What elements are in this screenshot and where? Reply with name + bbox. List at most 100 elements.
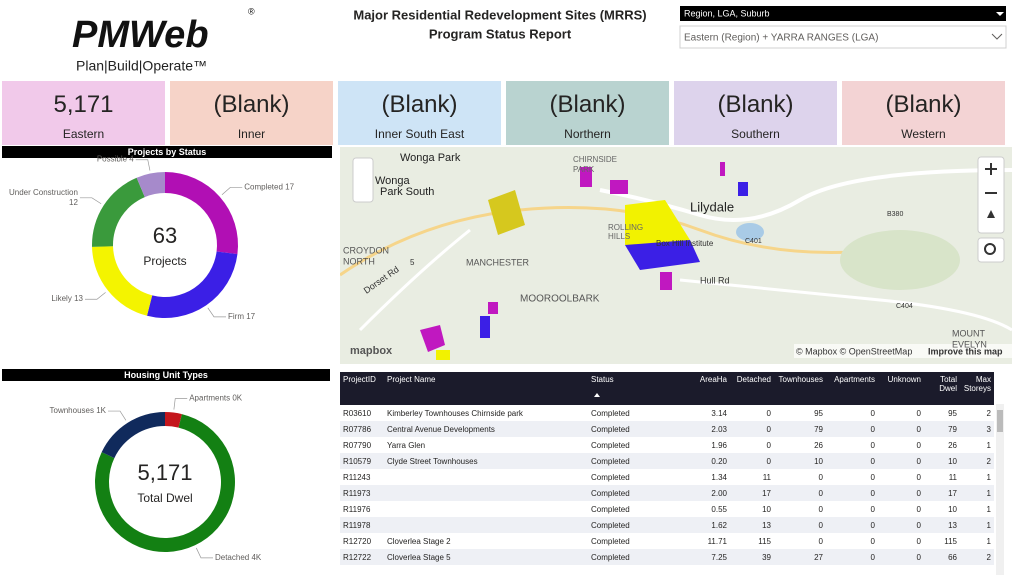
column-header-text: Apartments (834, 375, 875, 384)
table-cell: 17 (730, 485, 774, 501)
kpi-label: Eastern (62, 127, 105, 141)
map: mapbox © Mapbox © OpenStreetMap Improve … (340, 147, 1012, 364)
column-header[interactable]: Max Storeys (960, 372, 994, 405)
slice-name: Completed (244, 183, 283, 192)
map-place-label: Hull Rd (700, 275, 730, 285)
table-cell: Central Avenue Developments (384, 421, 588, 437)
table-cell: 1 (986, 536, 991, 546)
table-cell (384, 469, 588, 485)
slice-value: 12 (69, 198, 78, 207)
donut-slice (92, 177, 145, 247)
table-cell: Completed (588, 485, 690, 501)
table-cell: 26 (814, 440, 823, 450)
table-cell: 3 (960, 421, 994, 437)
zoom-icons (985, 163, 997, 194)
scroll-thumb[interactable] (997, 410, 1003, 432)
table-cell: 0 (730, 453, 774, 469)
leader-line (79, 197, 102, 205)
map-place-label: HILLS (608, 232, 630, 241)
chart-title-bar (2, 369, 330, 381)
scrollbar[interactable] (996, 404, 1004, 575)
slice-label: Possible 4 (97, 155, 134, 164)
column-header-text: Unknown (887, 375, 921, 384)
table-cell: R11978 (340, 517, 384, 533)
improve-map-link[interactable]: Improve this map (928, 346, 1003, 356)
table-cell: 0 (870, 504, 875, 514)
attribution-bg (794, 344, 1012, 358)
report-title: Major Residential Redevelopment Sites (M… (353, 7, 646, 22)
column-header-text: Status (591, 375, 614, 384)
table-cell: 1 (986, 472, 991, 482)
column-header[interactable]: Status (588, 372, 690, 405)
table-cell: 0 (826, 549, 878, 565)
water (736, 223, 764, 241)
map-place-label: PARK (573, 165, 595, 174)
table-cell: Cloverlea Stage 2 (387, 536, 451, 546)
kpi-value: (Blank) (381, 91, 458, 118)
table-row: R11976 Completed 0.55 10 0 0 0 10 1 (340, 501, 994, 517)
table-cell: 3.14 (711, 408, 727, 418)
zoom-controls[interactable] (977, 156, 1005, 234)
column-header[interactable]: Apartments (826, 372, 878, 405)
table-cell: 0 (818, 536, 823, 546)
table-row: R07786 Central Avenue Developments Complet… (340, 421, 994, 437)
table-cell: R11243 (343, 472, 371, 482)
table-cell: 2.03 (690, 421, 730, 437)
table-cell: 0 (916, 408, 921, 418)
table-cell: 0 (878, 485, 924, 501)
column-header[interactable]: AreaHa (690, 372, 730, 405)
column-header[interactable]: Townhouses (774, 372, 826, 405)
map-place-label: Park South (380, 186, 434, 198)
donut-slice (146, 251, 238, 318)
table-cell: R12720 (343, 536, 372, 546)
column-header-text: Total Dwel (939, 375, 957, 393)
leader-line (84, 292, 106, 300)
table-cell: 79 (924, 421, 960, 437)
slice-name: Firm (228, 312, 244, 321)
table-cell: 0 (870, 536, 875, 546)
road (358, 228, 471, 332)
table-cell: 95 (814, 408, 823, 418)
site (610, 180, 628, 194)
column-header[interactable]: Project Name (384, 372, 588, 405)
table-cell: 0 (870, 472, 875, 482)
column-header[interactable]: Detached (730, 372, 774, 405)
filter-dropdown[interactable] (679, 25, 1007, 49)
slice-name: Detached (215, 553, 249, 562)
kpi-card: (Blank) Inner South East (338, 81, 501, 145)
slice-name: Likely (51, 294, 71, 303)
column-header-text: Detached (736, 375, 771, 384)
chart-title: Projects by Status (128, 147, 207, 157)
table-cell: Completed (588, 517, 690, 533)
search-button[interactable] (977, 237, 1005, 263)
map-place-label: MOUNT (952, 328, 985, 338)
table-cell: Completed (588, 421, 690, 437)
kpi-label: Western (901, 127, 946, 141)
column-header-text: Max Storeys (963, 375, 991, 393)
slice-value: 17 (246, 312, 255, 321)
slice-value: 1K (96, 406, 106, 415)
donut-center-label: Projects (143, 254, 186, 268)
table-cell: 79 (774, 421, 826, 437)
table-cell: 0 (826, 421, 878, 437)
column-header[interactable]: Total Dwel (924, 372, 960, 405)
donut-center-label: Total Dwel (137, 491, 192, 505)
map-tools[interactable] (352, 157, 374, 203)
table-cell: Kimberley Townhouses Chirnside park (387, 408, 523, 418)
table-cell: R11973 (340, 485, 384, 501)
table-cell: 1 (960, 485, 994, 501)
column-header[interactable]: ProjectID (340, 372, 384, 405)
table-cell: 1.62 (690, 517, 730, 533)
table-cell: 0 (878, 549, 924, 565)
table-row: R11978 Completed 1.62 13 0 0 0 13 1 (340, 517, 994, 533)
table-cell: 11 (948, 472, 957, 482)
site (660, 272, 672, 290)
table-cell: 0 (916, 536, 921, 546)
column-header[interactable]: Unknown (878, 372, 924, 405)
slice-label: Under Construction 12 (9, 188, 78, 207)
table-cell: Completed (591, 408, 630, 418)
search-icon (984, 243, 996, 255)
table-cell: 0 (774, 517, 826, 533)
kpi-label: Northern (564, 127, 611, 141)
